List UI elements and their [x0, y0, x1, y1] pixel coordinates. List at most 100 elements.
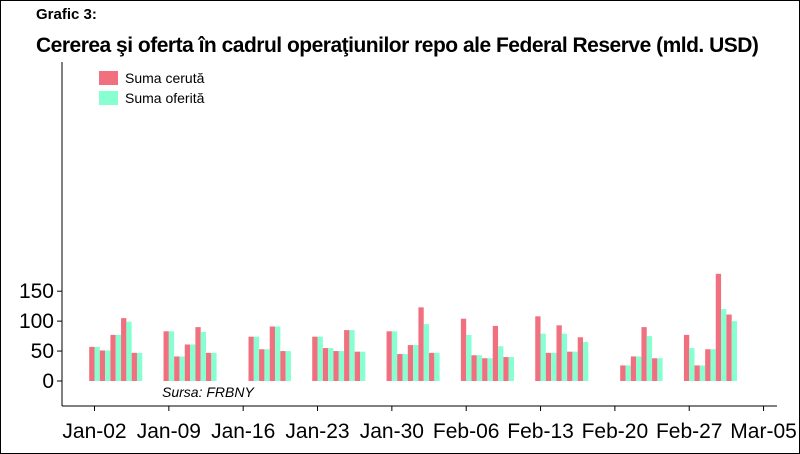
bar-suma-ceruta — [248, 336, 254, 381]
bar-suma-oferita — [413, 345, 419, 381]
bar-suma-ceruta — [683, 334, 690, 381]
bar-suma-ceruta — [652, 358, 658, 381]
legend: Suma cerută Suma oferită — [99, 70, 205, 106]
bar-suma-ceruta — [121, 318, 127, 381]
bar-suma-oferita — [105, 350, 111, 381]
x-tick-label: Feb-13 — [507, 420, 574, 443]
bar-suma-ceruta — [641, 327, 647, 381]
bar-suma-ceruta — [567, 351, 573, 381]
bar-suma-oferita — [264, 349, 270, 381]
bar-suma-ceruta — [535, 316, 541, 381]
y-tick-label: 100 — [19, 310, 54, 333]
bar-suma-oferita — [328, 348, 334, 381]
bar-suma-oferita — [466, 334, 472, 381]
x-tick-label: Jan-09 — [137, 420, 201, 443]
figure-caption: Grafic 3: — [36, 6, 97, 23]
bar-suma-ceruta — [206, 352, 212, 381]
bar-suma-oferita — [253, 336, 260, 381]
bar-suma-ceruta — [545, 352, 552, 381]
bar-suma-ceruta — [110, 334, 116, 381]
bar-suma-oferita — [561, 333, 568, 381]
bar-suma-oferita — [168, 331, 175, 381]
bar-suma-oferita — [731, 321, 737, 381]
x-tick-label: Jan-02 — [62, 420, 126, 443]
bar-suma-oferita — [402, 354, 408, 381]
bar-suma-oferita — [657, 358, 663, 381]
bar-suma-oferita — [190, 344, 196, 381]
bar-suma-ceruta — [354, 351, 360, 381]
bar-suma-ceruta — [397, 354, 403, 381]
bar-suma-ceruta — [492, 325, 499, 381]
bar-suma-ceruta — [89, 346, 95, 381]
bar-suma-ceruta — [269, 326, 276, 381]
bar-suma-ceruta — [705, 349, 711, 381]
bars-group — [89, 273, 737, 381]
x-tick-label: Feb-27 — [656, 420, 723, 443]
x-tick-label: Feb-20 — [582, 420, 649, 443]
x-tick-label: Jan-16 — [211, 420, 275, 443]
bar-suma-ceruta — [312, 336, 318, 381]
bar-suma-ceruta — [556, 325, 562, 381]
bar-suma-oferita — [572, 351, 578, 381]
bar-suma-ceruta — [174, 356, 180, 381]
bar-suma-oferita — [179, 356, 185, 381]
bar-suma-ceruta — [195, 327, 201, 381]
bar-suma-oferita — [360, 351, 366, 381]
bar-suma-oferita — [94, 346, 100, 381]
bar-suma-ceruta — [344, 330, 350, 381]
x-tick-label: Jan-23 — [285, 420, 349, 443]
bar-suma-oferita — [699, 365, 706, 381]
bar-suma-oferita — [211, 352, 217, 381]
bar-suma-ceruta — [726, 314, 732, 381]
legend-label: Suma oferită — [125, 90, 205, 106]
bar-suma-ceruta — [131, 352, 137, 381]
y-tick-label: 0 — [42, 370, 54, 393]
bar-suma-oferita — [115, 334, 122, 381]
source-note: Sursa: FRBNY — [162, 384, 255, 400]
y-tick-label: 150 — [19, 280, 54, 303]
bar-suma-ceruta — [418, 307, 424, 381]
bar-suma-ceruta — [322, 348, 329, 381]
bar-suma-oferita — [285, 351, 291, 381]
bar-suma-oferita — [636, 356, 642, 381]
bar-suma-oferita — [625, 365, 631, 381]
bar-suma-oferita — [391, 331, 398, 381]
axes-group: 0 50 100 150 Jan-02 Jan-09 Jan-16 Jan-23 Jan-30 F… — [19, 62, 797, 443]
bar-suma-oferita — [583, 342, 589, 381]
bar-suma-ceruta — [163, 331, 169, 381]
bar-suma-oferita — [540, 333, 546, 381]
y-tick-label: 50 — [31, 340, 54, 363]
bar-suma-ceruta — [407, 345, 414, 381]
bar-suma-ceruta — [429, 352, 435, 381]
bar-suma-ceruta — [386, 331, 392, 381]
bar-suma-oferita — [646, 336, 653, 381]
bar-suma-oferita — [434, 352, 440, 381]
x-tick-label: Mar-05 — [730, 420, 797, 443]
bar-suma-oferita — [200, 331, 206, 381]
bar-suma-ceruta — [259, 349, 265, 381]
bar-suma-ceruta — [280, 351, 286, 381]
chart-title: Cererea şi oferta în cadrul operaţiunilo… — [36, 34, 759, 57]
bar-suma-oferita — [476, 355, 483, 381]
bar-suma-ceruta — [630, 356, 637, 381]
legend-swatch — [99, 91, 118, 105]
bar-suma-ceruta — [715, 273, 722, 381]
bar-suma-ceruta — [620, 365, 626, 381]
bar-suma-oferita — [689, 348, 695, 381]
bar-suma-oferita — [721, 309, 727, 381]
bar-suma-ceruta — [482, 358, 488, 381]
bar-suma-ceruta — [333, 351, 339, 381]
legend-label: Suma cerută — [125, 70, 205, 86]
x-tick-label: Feb-06 — [433, 420, 500, 443]
bar-suma-oferita — [487, 358, 493, 381]
bar-suma-ceruta — [694, 365, 700, 381]
bar-suma-oferita — [136, 352, 143, 381]
bar-suma-ceruta — [184, 344, 191, 381]
bar-suma-oferita — [498, 346, 504, 381]
bar-suma-oferita — [126, 321, 132, 381]
legend-swatch — [99, 71, 118, 85]
x-tick-label: Jan-30 — [360, 420, 424, 443]
bar-suma-ceruta — [577, 337, 584, 381]
bar-suma-ceruta — [99, 350, 106, 381]
